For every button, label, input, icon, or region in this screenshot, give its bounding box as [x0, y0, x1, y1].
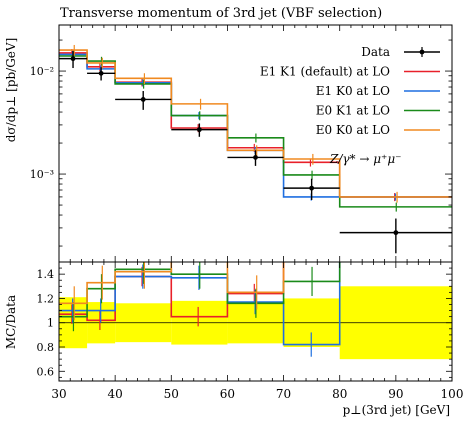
legend-label-1: E1 K1 (default) at LO: [260, 65, 390, 79]
x-tick-label: 60: [220, 387, 235, 401]
ratio-y-axis-label: MC/Data: [4, 295, 18, 349]
y-axis-label: dσ/dp⊥ [pb/GeV]: [4, 38, 18, 143]
legend-label-3: E0 K1 at LO: [316, 104, 390, 118]
ratio-panel: 30 40 50 60 70 80 90 100 0.6 0.8 1 1.2 1.4: [37, 261, 464, 401]
chart-title: Transverse momentum of 3rd jet (VBF sele…: [60, 6, 382, 21]
x-tick-label: 30: [51, 387, 66, 401]
x-axis-label: p⊥(3rd jet) [GeV]: [343, 403, 450, 417]
x-tick-label: 50: [164, 387, 179, 401]
legend-label-2: E1 K0 at LO: [316, 84, 390, 98]
series-line-3: [59, 49, 452, 198]
legend: Data E1 K1 (default) at LO E1 K0 at LO E0 K…: [260, 45, 440, 137]
y-tick-label: 10⁻²: [30, 65, 54, 78]
legend-label-4: E0 K0 at LO: [316, 123, 390, 137]
main-frame: [58, 24, 453, 263]
x-tick-label: 90: [388, 387, 403, 401]
ratio-series-line-3: [59, 262, 285, 305]
data-point-5: [309, 185, 315, 191]
y-tick-label: 10⁻³: [30, 168, 54, 181]
series-line-1: [59, 53, 452, 198]
data-point-3: [196, 127, 202, 133]
x-tick-label: 80: [332, 387, 347, 401]
ratio-series-line-0: [59, 262, 285, 322]
legend-label-0: Data: [361, 45, 390, 59]
series-line-0: [59, 52, 452, 198]
ratio-tick-label: 0.6: [37, 365, 55, 378]
data-point-0: [70, 56, 76, 62]
x-tick-label: 100: [441, 387, 464, 401]
data-point-4: [253, 155, 258, 160]
data-point-6: [393, 230, 399, 236]
data-point-1: [98, 70, 104, 76]
ratio-tick-label: 1: [47, 317, 54, 330]
ratio-tick-label: 0.8: [37, 341, 55, 354]
main-panel: 10⁻² 10⁻³: [30, 24, 453, 263]
ratio-tick-label: 1.2: [37, 292, 55, 305]
data-point-2: [140, 97, 146, 102]
x-tick-label: 70: [276, 387, 291, 401]
ratio-tick-label: 1.4: [37, 268, 55, 281]
x-tick-label: 40: [108, 387, 123, 401]
process-label: Z/γ* → μ⁺μ⁻: [329, 152, 402, 166]
ratio-frame: [58, 261, 453, 382]
